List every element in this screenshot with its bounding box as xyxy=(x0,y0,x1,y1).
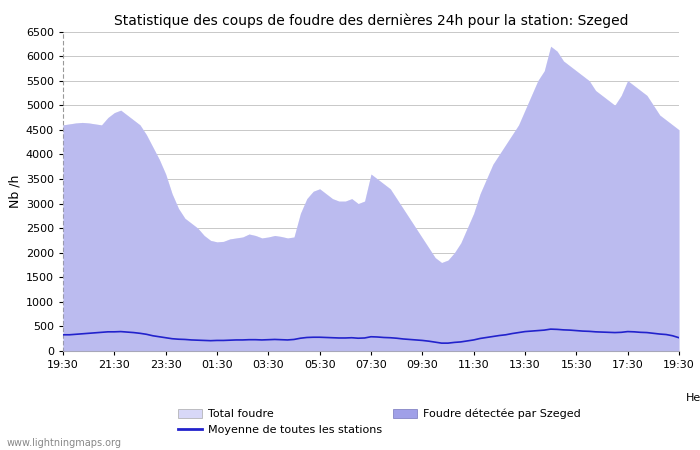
Title: Statistique des coups de foudre des dernières 24h pour la station: Szeged: Statistique des coups de foudre des dern… xyxy=(113,13,629,27)
Text: www.lightningmaps.org: www.lightningmaps.org xyxy=(7,438,122,448)
Y-axis label: Nb /h: Nb /h xyxy=(8,175,22,208)
Text: Heure: Heure xyxy=(686,393,700,403)
Legend: Total foudre, Moyenne de toutes les stations, Foudre détectée par Szeged: Total foudre, Moyenne de toutes les stat… xyxy=(174,405,585,440)
